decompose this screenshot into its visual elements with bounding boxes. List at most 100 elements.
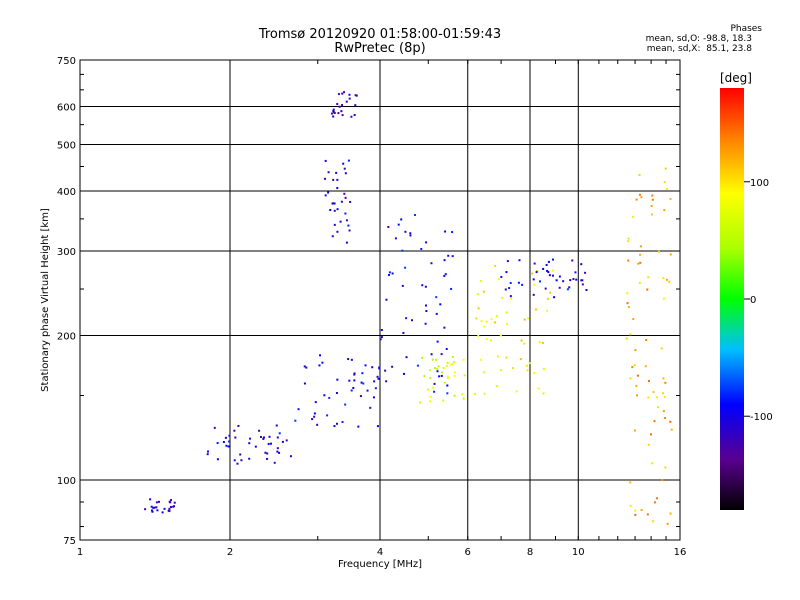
data-point — [651, 462, 654, 465]
data-point — [305, 366, 308, 369]
data-point — [267, 442, 270, 445]
data-point — [344, 212, 347, 215]
data-point — [345, 219, 348, 222]
data-point — [391, 365, 394, 368]
data-point — [650, 204, 653, 207]
data-point — [341, 421, 344, 424]
data-point — [289, 455, 292, 458]
data-point — [545, 263, 548, 266]
data-point — [336, 422, 339, 425]
data-point — [660, 347, 663, 350]
data-point — [343, 167, 346, 170]
data-point — [258, 429, 261, 432]
data-point — [426, 388, 429, 391]
data-point — [276, 447, 279, 450]
data-point — [546, 269, 549, 272]
data-point — [429, 400, 432, 403]
data-point — [451, 362, 454, 365]
data-point — [670, 428, 673, 431]
y-tick-label: 200 — [57, 332, 76, 343]
data-point — [254, 445, 257, 448]
data-point — [533, 372, 536, 375]
data-point — [639, 253, 642, 256]
data-point — [333, 223, 336, 226]
data-point — [425, 241, 428, 244]
data-point — [172, 505, 175, 508]
data-point — [546, 297, 549, 300]
data-point — [329, 208, 332, 211]
data-point — [453, 374, 456, 377]
data-point — [333, 202, 336, 205]
data-point — [517, 281, 520, 284]
data-point — [542, 267, 545, 270]
data-point — [345, 241, 348, 244]
data-point — [430, 353, 433, 356]
data-point — [638, 193, 641, 196]
data-point — [632, 317, 635, 320]
data-point — [409, 232, 412, 235]
data-point — [505, 271, 508, 274]
y-tick-label: 600 — [57, 103, 76, 114]
data-point — [364, 364, 367, 367]
data-point — [533, 283, 536, 286]
stats-x-mode: mean, sd,X: 85.1, 23.8 — [646, 44, 752, 54]
data-point — [344, 172, 347, 175]
data-point — [435, 312, 438, 315]
data-point — [500, 369, 503, 372]
data-point — [569, 279, 572, 282]
data-point — [333, 209, 336, 212]
data-point — [533, 262, 536, 265]
data-point — [653, 501, 656, 504]
data-point — [439, 303, 442, 306]
data-point — [348, 379, 351, 382]
data-point — [558, 286, 561, 289]
data-point — [341, 114, 344, 117]
data-point — [445, 364, 448, 367]
data-point — [433, 382, 436, 385]
data-point — [451, 231, 454, 234]
data-point — [541, 341, 544, 344]
data-point — [262, 436, 265, 439]
data-point — [551, 274, 554, 277]
data-point — [158, 500, 161, 503]
data-point — [638, 281, 641, 284]
data-point — [391, 272, 394, 275]
data-point — [276, 436, 279, 439]
stats-heading: Phases — [730, 24, 762, 34]
data-point — [405, 317, 408, 320]
data-point — [665, 278, 668, 281]
data-points — [144, 91, 673, 525]
data-point — [580, 263, 583, 266]
data-point — [453, 371, 456, 374]
data-point — [336, 230, 339, 233]
data-point — [504, 288, 507, 291]
data-point — [429, 395, 432, 398]
data-point — [485, 338, 488, 341]
data-point — [548, 274, 551, 277]
data-point — [651, 198, 654, 201]
data-point — [664, 466, 667, 469]
data-point — [581, 279, 584, 282]
data-point — [433, 367, 436, 370]
data-point — [446, 384, 449, 387]
data-point — [631, 365, 634, 368]
data-point — [663, 395, 666, 398]
data-point — [651, 194, 654, 197]
data-point — [262, 437, 265, 440]
data-point — [423, 375, 426, 378]
data-point — [547, 271, 550, 274]
data-point — [405, 356, 408, 359]
data-point — [536, 269, 539, 272]
data-point — [377, 377, 380, 380]
y-tick-label: 100 — [57, 476, 76, 487]
data-point — [545, 309, 548, 312]
data-point — [155, 501, 158, 504]
data-point — [216, 458, 219, 461]
data-point — [264, 451, 267, 454]
data-point — [461, 393, 464, 396]
data-point — [156, 509, 159, 512]
data-point — [440, 374, 443, 377]
data-point — [222, 440, 225, 443]
data-point — [552, 269, 555, 272]
